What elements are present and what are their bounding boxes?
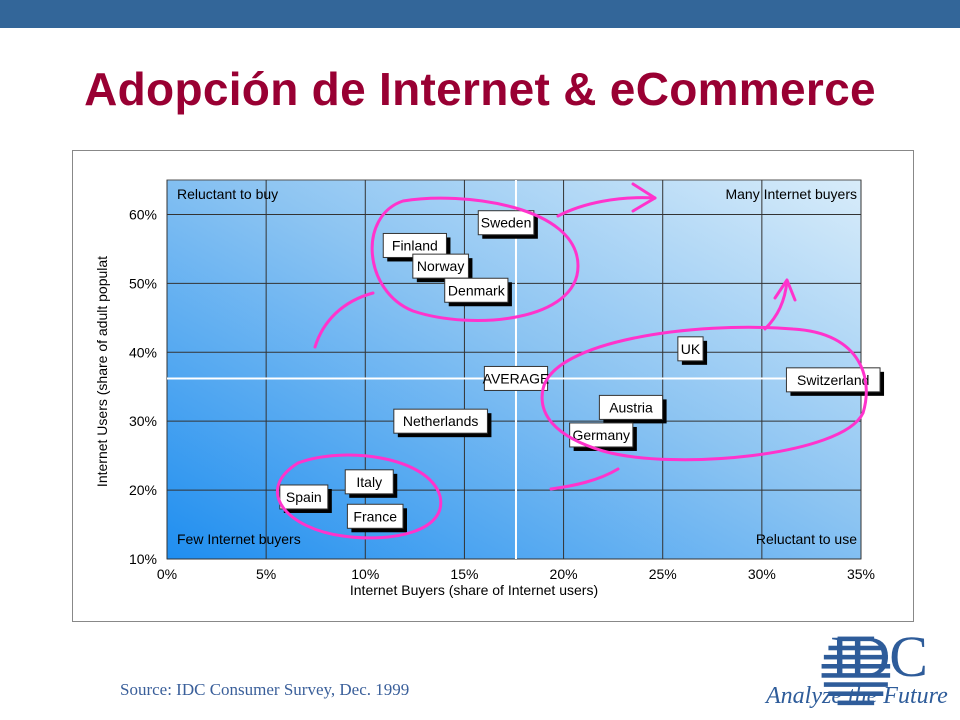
y-tick-label: 40%: [129, 344, 157, 360]
point-label-denmark: Denmark: [448, 282, 506, 298]
point-label-france-box: [346, 503, 404, 529]
annotation-arrow-top: [556, 196, 657, 218]
annotation-south-circle: [275, 453, 443, 540]
point-label-switzerland: Switzerland: [797, 372, 869, 388]
point-label-uk-box: [677, 336, 704, 362]
quadrant-label: Many Internet buyers: [725, 186, 857, 202]
point-label-germany: Germany: [572, 427, 630, 443]
y-tick-label: 20%: [129, 482, 157, 498]
point-label-austria-box: [598, 394, 664, 420]
y-axis-label: Internet Users (share of adult populat: [94, 256, 110, 487]
x-tick-label: 0%: [157, 566, 177, 582]
point-label-italy: Italy: [356, 474, 382, 490]
average-label-box: [483, 365, 549, 391]
point-label-spain: Spain: [286, 489, 322, 505]
point-label-france: France: [353, 508, 397, 524]
x-tick-label: 15%: [450, 566, 478, 582]
point-label-austria: Austria: [609, 399, 653, 415]
idc-globe-icon: [821, 636, 891, 706]
annotation-arrowhead-right: [773, 278, 797, 302]
x-axis-label: Internet Buyers (share of Internet users…: [350, 582, 598, 598]
quadrant-label: Reluctant to use: [756, 531, 857, 547]
x-tick-label: 20%: [550, 566, 578, 582]
slide-title: Adopción de Internet & eCommerce: [84, 63, 876, 115]
point-label-uk: UK: [681, 341, 701, 357]
annotation-arrow-right: [763, 279, 789, 331]
chart-frame: 0% 5% 10% 15% 20% 25% 30% 35% 10% 20% 30% 40% 50% 60%…: [72, 150, 914, 622]
annotation-tail-bottom: [549, 467, 620, 491]
x-tick-label: 35%: [847, 566, 875, 582]
average-label: AVERAGE: [483, 370, 550, 386]
idc-logo-text: IDC: [830, 624, 928, 689]
quadrant-label: Few Internet buyers: [177, 531, 301, 547]
top-accent-bar: [0, 0, 960, 28]
point-label-netherlands: Netherlands: [403, 413, 479, 429]
point-label-spain-box: [279, 484, 329, 510]
y-tick-label: 30%: [129, 413, 157, 429]
point-label-norway: Norway: [417, 258, 464, 274]
point-label-norway-box: [412, 253, 469, 279]
point-label-sweden: Sweden: [481, 215, 532, 231]
x-tick-label: 25%: [649, 566, 677, 582]
point-label-italy-box: [344, 469, 394, 495]
annotation-stroke-left: [313, 291, 375, 349]
quadrant-label: Reluctant to buy: [177, 186, 278, 202]
y-tick-label: 10%: [129, 551, 157, 567]
annotation-arrowhead-top: [631, 182, 657, 213]
annotation-nordic-circle: [370, 196, 580, 322]
y-tick-label: 60%: [129, 206, 157, 222]
point-label-finland: Finland: [392, 237, 438, 253]
annotation-high-use-circle: [540, 325, 868, 462]
source-note: Source: IDC Consumer Survey, Dec. 1999: [120, 680, 410, 699]
idc-tagline: Analyze the Future: [766, 683, 948, 709]
x-tick-label: 5%: [256, 566, 276, 582]
point-label-denmark-box: [444, 277, 509, 303]
y-tick-label: 50%: [129, 275, 157, 291]
point-label-sweden-box: [477, 210, 535, 236]
scatter-chart: 0% 5% 10% 15% 20% 25% 30% 35% 10% 20% 30% 40% 50% 60%…: [94, 179, 885, 598]
x-tick-label: 30%: [748, 566, 776, 582]
x-tick-label: 10%: [351, 566, 379, 582]
point-label-netherlands-box: [393, 408, 488, 434]
